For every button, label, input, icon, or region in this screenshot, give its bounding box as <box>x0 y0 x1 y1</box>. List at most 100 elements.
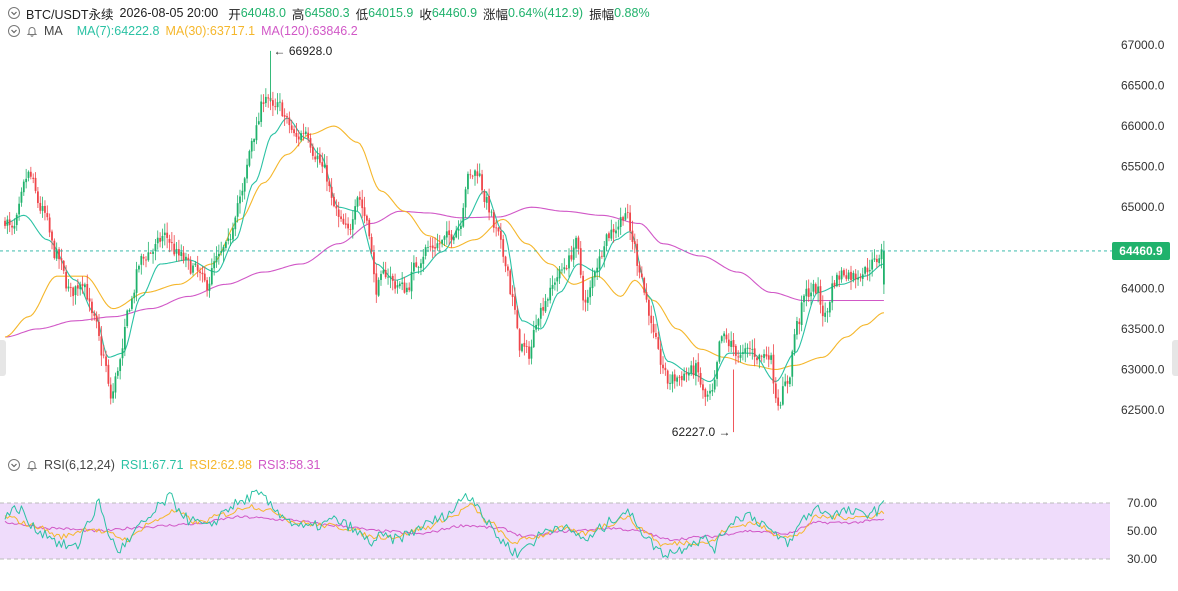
candle-body <box>805 288 808 297</box>
candle-body <box>300 133 302 141</box>
right-scroll-handle[interactable] <box>1172 340 1178 376</box>
symbol-label: BTC/USDT永续 <box>26 7 114 22</box>
candle-body <box>502 239 505 257</box>
candle-body <box>593 272 596 278</box>
candle-body <box>702 384 704 391</box>
collapse-chevron-icon[interactable] <box>8 459 20 471</box>
candle-body <box>612 228 615 233</box>
candle-body <box>65 271 67 289</box>
candle-body <box>664 367 667 371</box>
candle-body <box>709 390 711 394</box>
candle-body <box>161 235 164 242</box>
candle-body <box>290 125 293 130</box>
candle-body <box>131 298 133 309</box>
candle-body <box>302 132 305 134</box>
candle-body <box>760 355 763 357</box>
candle-body <box>74 286 77 296</box>
candle-body <box>213 261 216 269</box>
candle-body <box>817 286 819 293</box>
candle-body <box>800 302 803 326</box>
candle-body <box>112 391 114 399</box>
candle-body <box>544 301 547 312</box>
candle-body <box>622 217 624 221</box>
candle-body <box>403 282 406 293</box>
price-tick-label: 67000.0 <box>1121 38 1165 52</box>
candle-body <box>8 219 11 226</box>
candle-body <box>159 237 161 242</box>
candle-body <box>387 276 389 278</box>
candle-body <box>596 267 599 273</box>
candle-body <box>803 295 805 303</box>
candle-body <box>79 284 82 290</box>
candle-body <box>457 228 460 231</box>
candle-body <box>638 265 641 273</box>
candle-body <box>539 307 542 319</box>
candle-body <box>178 249 180 256</box>
candle-body <box>591 277 594 289</box>
candle-body <box>109 384 112 399</box>
left-scroll-handle[interactable] <box>0 340 6 376</box>
candle-body <box>784 381 787 386</box>
candle-body <box>147 252 150 261</box>
bell-icon[interactable] <box>26 25 38 37</box>
candle-body <box>128 310 131 312</box>
candle-body <box>323 164 326 168</box>
candle-body <box>58 249 60 260</box>
candle-body <box>507 266 509 271</box>
candle-body <box>6 219 9 226</box>
candle-body <box>605 234 608 246</box>
candle-body <box>495 227 498 229</box>
last-price-tag-label: 64460.9 <box>1119 244 1163 258</box>
candle-body <box>579 248 582 275</box>
candle-body <box>413 262 415 272</box>
datetime-label: 2026-08-05 20:00 <box>119 6 219 20</box>
candle-body <box>868 269 871 272</box>
quote-header-row: BTC/USDT永续 2026-08-05 20:00 开 64048.0 高 64… <box>8 4 656 22</box>
candle-body <box>98 321 100 336</box>
candle-body <box>95 315 98 322</box>
candle-body <box>356 197 359 207</box>
candle-body <box>201 272 204 275</box>
collapse-chevron-icon[interactable] <box>8 7 20 19</box>
candle-body <box>791 351 794 377</box>
candle-body <box>358 197 361 200</box>
candle-body <box>586 297 589 303</box>
candle-body <box>657 337 660 349</box>
candle-body <box>770 355 772 360</box>
candle-body <box>140 255 143 265</box>
candle-body <box>262 102 265 104</box>
candle-body <box>427 247 429 248</box>
candle-body <box>18 203 20 215</box>
bell-icon[interactable] <box>26 459 38 471</box>
candle-body <box>32 177 35 179</box>
rsi-lines <box>4 489 885 559</box>
candle-body <box>203 273 206 281</box>
candle-body <box>123 326 126 350</box>
collapse-chevron-icon[interactable] <box>8 25 20 37</box>
candle-body <box>843 270 845 276</box>
candle-body <box>34 177 37 191</box>
candle-body <box>718 341 721 362</box>
candle-body <box>321 162 324 167</box>
candle-body <box>727 339 730 347</box>
candle-body <box>798 321 801 325</box>
candle-body <box>467 173 469 190</box>
ma7-value: MA(7):64222.8 <box>76 24 160 38</box>
candle-body <box>812 283 815 292</box>
candle-body <box>455 230 458 238</box>
candle-body <box>880 249 883 260</box>
candle-body <box>335 206 338 209</box>
candle-body <box>229 239 232 240</box>
candle-body <box>713 379 716 390</box>
candle-body <box>854 273 857 280</box>
candle-body <box>330 186 333 198</box>
candle-body <box>422 256 425 264</box>
candle-body <box>196 264 199 271</box>
candle-body <box>497 227 500 232</box>
candle-body <box>485 197 488 203</box>
ma30-line <box>4 125 885 370</box>
candlesticks <box>4 50 885 433</box>
candle-body <box>601 255 603 257</box>
candle-body <box>60 258 63 261</box>
